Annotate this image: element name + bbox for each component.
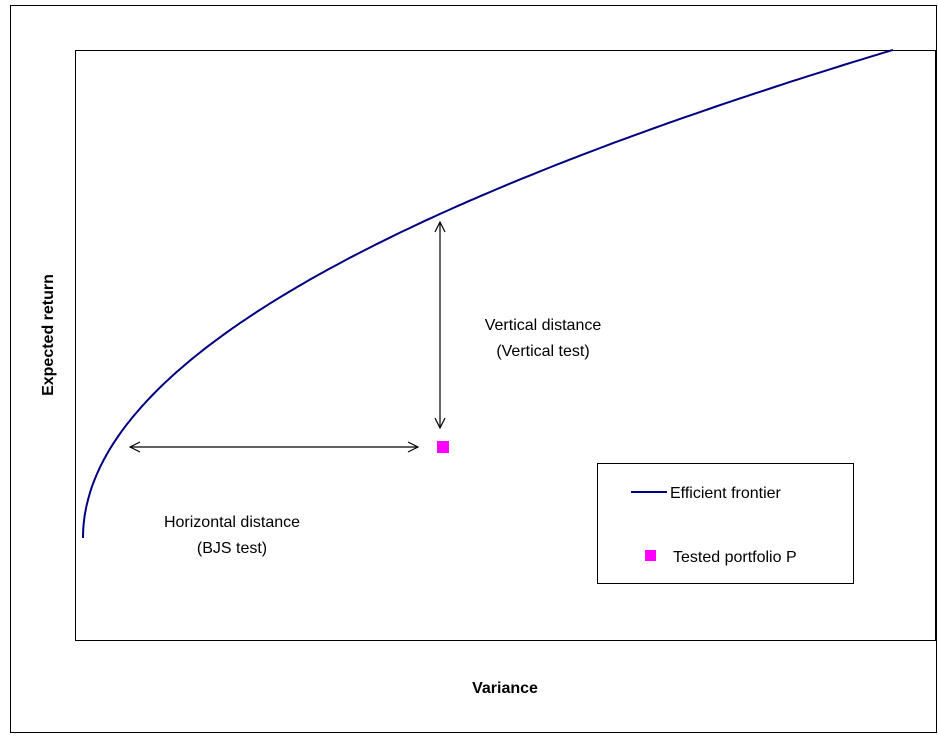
legend-marker	[645, 550, 656, 561]
annotation: Vertical distance	[485, 317, 602, 334]
y-axis-label: Expected return	[40, 274, 57, 396]
tested-portfolio	[437, 441, 449, 453]
x-axis-label: Variance	[472, 680, 538, 697]
legend-entry: Efficient frontier	[670, 485, 782, 502]
annotation: (Vertical test)	[496, 343, 589, 360]
annotation: Horizontal distance	[164, 514, 300, 531]
legend	[597, 463, 854, 584]
annotation: (BJS test)	[197, 540, 267, 557]
efficient-frontier	[82, 48, 894, 538]
legend-entry: Tested portfolio P	[673, 549, 797, 566]
